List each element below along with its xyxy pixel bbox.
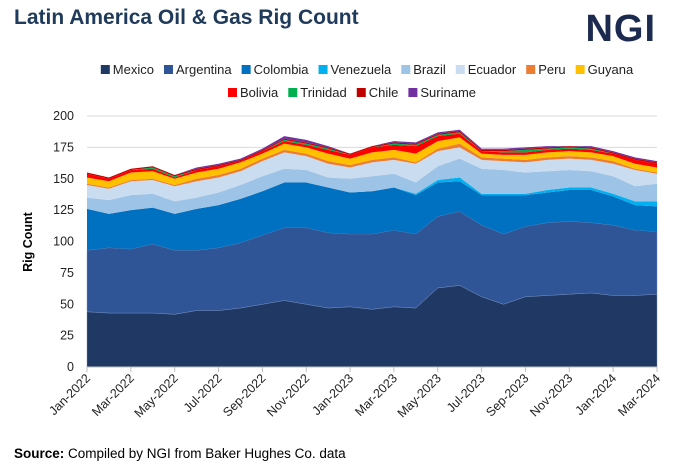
y-tick-label: 100 [53,235,74,249]
legend-label-trinidad: Trinidad [300,85,346,100]
legend-swatch-trinidad [288,88,298,97]
area-ecuador [87,147,657,202]
x-tick-label: May-2022 [132,371,181,420]
x-tick-label: Jan-2023 [309,371,356,418]
legend-label-suriname: Suriname [420,85,476,100]
legend-label-peru: Peru [538,62,565,77]
x-tick-label: Nov-2022 [264,371,312,419]
legend-label-colombia: Colombia [254,62,310,77]
legend-label-venezuela: Venezuela [331,62,392,77]
legend-swatch-bolivia [227,88,237,97]
source-text: Compiled by NGI from Baker Hughes Co. da… [64,446,346,461]
legend-swatch-colombia [241,65,251,74]
y-tick-label: 150 [53,172,74,186]
y-tick-label: 75 [60,266,74,280]
x-tick-label: Mar-2024 [615,371,663,419]
x-tick-label: Mar-2022 [89,371,137,419]
legend-label-bolivia: Bolivia [240,85,279,100]
x-tick-label: Nov-2023 [527,371,575,419]
x-tick-label: Jan-2024 [573,371,620,418]
y-tick-label: 25 [60,329,74,343]
x-tick-label: Jul-2023 [444,371,488,415]
legend-label-ecuador: Ecuador [468,62,517,77]
legend-swatch-suriname [408,88,418,97]
y-tick-label: 200 [53,109,74,123]
y-tick-label: 50 [60,297,74,311]
x-tick-label: Sep-2023 [483,371,531,419]
legend-swatch-argentina [163,65,173,74]
legend-swatch-chile [356,88,366,97]
area-brazil [87,158,657,214]
chart-title: Latin America Oil & Gas Rig Count [14,6,359,29]
source-label: Source: [14,446,65,461]
source-note: Source: Compiled by NGI from Baker Hughe… [14,446,346,461]
ngi-logo: NGI [585,8,656,50]
legend-label-mexico: Mexico [113,62,154,77]
x-tick-label: Jan-2022 [46,371,93,418]
legend-label-chile: Chile [369,85,399,100]
x-tick-label: Jul-2022 [181,371,225,415]
y-tick-label: 125 [53,203,74,217]
legend-label-argentina: Argentina [176,62,232,77]
legend-label-brazil: Brazil [413,62,446,77]
legend-swatch-ecuador [455,65,465,74]
x-tick-label: Sep-2022 [220,371,268,419]
legend-swatch-brazil [401,65,411,74]
x-tick-label: May-2023 [395,371,444,420]
legend-swatch-guyana [575,65,585,74]
y-tick-label: 175 [53,140,74,154]
area-colombia [87,181,657,251]
legend-swatch-mexico [100,65,110,74]
legend-label-guyana: Guyana [588,62,634,77]
x-tick-label: Mar-2023 [352,371,400,419]
y-axis-label: Rig Count [21,211,35,272]
legend-swatch-peru [526,65,536,74]
y-tick-label: 0 [67,360,74,374]
legend-swatch-venezuela [318,65,328,74]
